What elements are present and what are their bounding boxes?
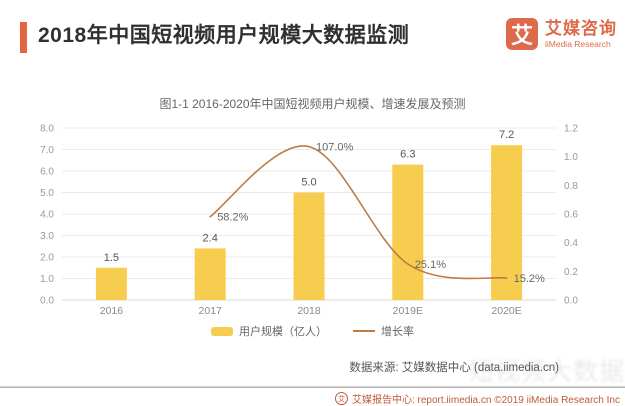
growth-rate-label: 58.2% — [217, 212, 248, 224]
bar-value-label: 7.2 — [499, 129, 514, 141]
bar-value-label: 6.3 — [400, 149, 415, 161]
bar-value-label: 1.5 — [104, 252, 119, 264]
x-axis-label: 2016 — [100, 305, 124, 317]
watermark: 短视频大数据 — [468, 358, 625, 386]
x-axis-label: 2020E — [491, 305, 521, 317]
y-axis-left-tick: 3.0 — [40, 231, 54, 242]
bar-2018 — [293, 192, 325, 300]
y-axis-left-tick: 0.0 — [40, 296, 54, 307]
footer-logo-icon: 艾 — [334, 392, 348, 405]
chart-title: 图1-1 2016-2020年中国短视频用户规模、增速发展及预测 — [159, 97, 466, 111]
logo-icon: 艾 — [506, 18, 538, 50]
y-axis-left-tick: 5.0 — [40, 188, 54, 199]
legend-item-line: 增长率 — [353, 323, 414, 339]
bar-value-label: 2.4 — [203, 232, 218, 244]
x-axis-label: 2017 — [199, 305, 223, 317]
growth-rate-line — [209, 145, 508, 280]
legend: 用户规模（亿人） 增长率 — [0, 323, 625, 339]
logo-name-cn: 艾媒咨询 — [545, 18, 617, 38]
x-axis-label: 2018 — [297, 305, 321, 317]
growth-rate-label: 107.0% — [316, 142, 354, 154]
plot-svg: 0.0 1.0 2.0 3.0 4.0 5.0 6.0 7.0 8.0 0.0 0.2 0.4 0.6 0… — [40, 124, 578, 318]
page-title: 2018年中国短视频用户规模大数据监测 — [38, 24, 410, 47]
footer-divider — [0, 386, 625, 388]
header-accent-bar — [20, 22, 27, 53]
y-axis-right-tick: 0.6 — [564, 210, 578, 221]
y-axis-left-tick: 2.0 — [40, 253, 54, 264]
growth-rate-label: 15.2% — [514, 273, 545, 285]
y-axis-right-tick: 0.0 — [564, 296, 578, 307]
y-axis-right-tick: 0.4 — [564, 238, 578, 249]
bar-value-label: 5.0 — [301, 177, 316, 189]
line-series-swatch — [353, 330, 375, 332]
footer-text: 艾媒报告中心: report.iimedia.cn ©2019 iiMedia … — [351, 395, 620, 406]
source-note: 数据来源: 艾媒数据中心 (data.iimedia.cn) — [349, 362, 559, 374]
legend-item-bar: 用户规模（亿人） — [211, 323, 327, 339]
header: 2018年中国短视频用户规模大数据监测 艾 艾媒咨询 iiMedia Resea… — [0, 16, 625, 58]
footer: 艾 艾媒报告中心: report.iimedia.cn ©2019 iiMedi… — [334, 391, 620, 406]
bar-2017 — [194, 248, 226, 300]
bar-2020E — [491, 145, 523, 300]
growth-rate-label: 25.1% — [415, 259, 446, 271]
y-axis-right-tick: 1.2 — [564, 124, 578, 135]
y-axis-left-tick: 4.0 — [40, 210, 54, 221]
logo: 艾 艾媒咨询 iiMedia Research — [506, 18, 617, 50]
y-axis-left-tick: 7.0 — [40, 145, 54, 156]
y-axis-right-tick: 0.2 — [564, 267, 578, 278]
bar-2019E — [392, 164, 424, 300]
y-axis-right-tick: 0.8 — [564, 181, 578, 192]
y-axis-left-tick: 1.0 — [40, 274, 54, 285]
legend-label-bar: 用户规模（亿人） — [239, 326, 327, 338]
y-axis-left-tick: 6.0 — [40, 167, 54, 178]
bar-series-swatch — [211, 326, 233, 336]
bar-2016 — [95, 267, 127, 300]
legend-label-line: 增长率 — [381, 326, 414, 338]
logo-name-en: iiMedia Research — [545, 38, 611, 49]
y-axis-right-tick: 1.0 — [564, 152, 578, 163]
y-axis-left-tick: 8.0 — [40, 124, 54, 135]
x-axis-label: 2019E — [393, 305, 423, 317]
